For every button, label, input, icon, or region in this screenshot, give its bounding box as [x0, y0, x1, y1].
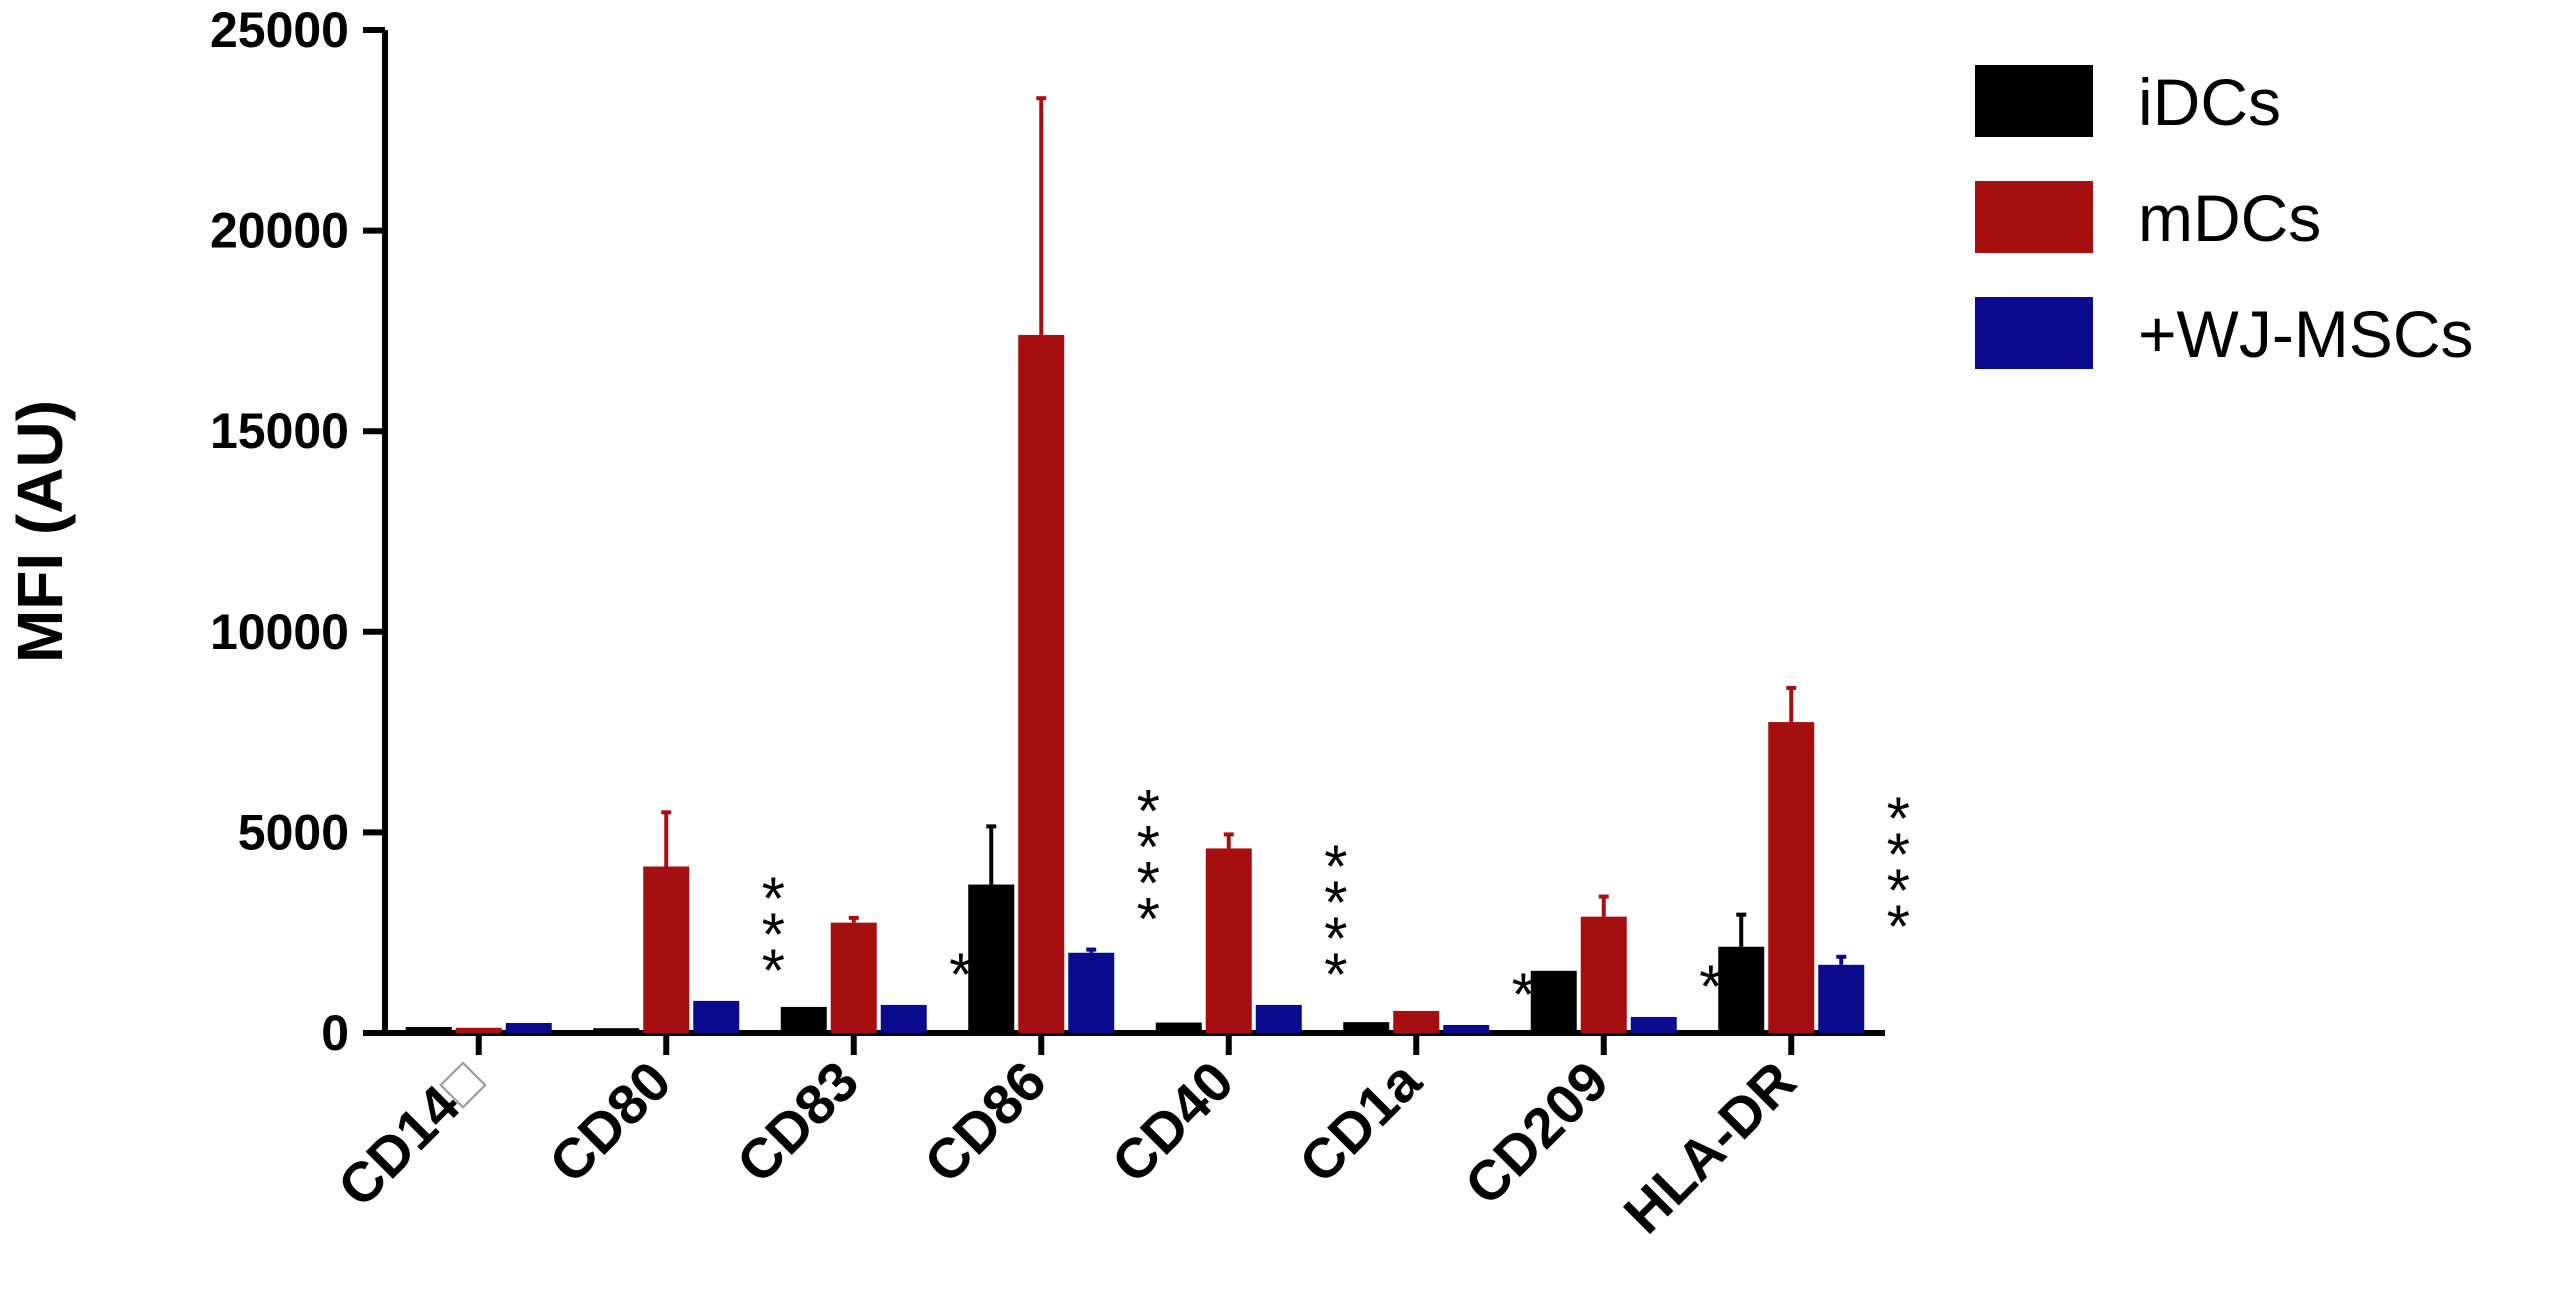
bar-wjmscs-cd209	[1630, 1016, 1677, 1033]
y-tick-label: 20000	[210, 203, 349, 259]
legend-swatch-mdcs	[1975, 181, 2093, 253]
bar-wjmscs-cd40	[1255, 1004, 1302, 1033]
significance-label-hla-dr: * * * *	[1887, 785, 1910, 960]
x-category-text: HLA-DR	[1611, 1049, 1807, 1245]
legend-swatch-idcs	[1975, 65, 2093, 137]
significance-label-cd86: * * * *	[1137, 778, 1160, 953]
x-category-text: CD1a	[1287, 1048, 1433, 1194]
x-category-text: CD209	[1452, 1049, 1620, 1217]
bar-wjmscs-cd83	[880, 1004, 927, 1033]
bar-wjmscs-cd1a	[1443, 1024, 1490, 1033]
y-tick-label: 5000	[238, 804, 349, 860]
x-category-label-cd1a: CD1a	[1287, 1048, 1433, 1194]
x-category-label-cd40: CD40	[1099, 1049, 1245, 1195]
bar-idcs-cd209	[1530, 970, 1577, 1033]
bar-mdcs-cd80	[643, 866, 690, 1033]
x-category-label-cd14: CD14□	[326, 1049, 496, 1219]
bar-mdcs-hla-dr	[1768, 722, 1815, 1033]
significance-label-cd83: *	[949, 941, 972, 1008]
y-tick-label: 0	[321, 1005, 349, 1061]
bar-idcs-hla-dr	[1718, 946, 1765, 1033]
legend-label-wjmscs: +WJ-MSCs	[2138, 297, 2473, 371]
y-tick-label: 15000	[210, 403, 349, 459]
significance-label-cd40: * * * *	[1324, 833, 1347, 1008]
x-category-label-cd80: CD80	[537, 1049, 683, 1195]
bar-wjmscs-hla-dr	[1818, 964, 1865, 1033]
bar-mdcs-cd86	[1018, 334, 1065, 1033]
bar-mdcs-cd14	[455, 1027, 502, 1033]
bar-wjmscs-cd86	[1068, 952, 1115, 1033]
bar-mdcs-cd1a	[1393, 1010, 1440, 1033]
x-category-label-cd86: CD86	[912, 1049, 1058, 1195]
bar-mdcs-cd209	[1580, 916, 1627, 1033]
labels: CD14□ * * * CD80 * CD83 * * * * CD86 * * * * CD40 * CD1a * C…	[326, 778, 1910, 1246]
x-category-text: CD40	[1099, 1049, 1245, 1195]
legend-swatch-wjmscs	[1975, 297, 2093, 369]
bar-wjmscs-cd80	[693, 1000, 740, 1033]
bar-idcs-cd86	[968, 884, 1015, 1033]
bar-idcs-cd14	[405, 1026, 452, 1033]
legend-label-mdcs: mDCs	[2138, 181, 2321, 255]
y-tick-label: 25000	[210, 2, 349, 58]
bar-idcs-cd40	[1155, 1022, 1202, 1033]
bar-mdcs-cd83	[830, 922, 877, 1033]
bar-idcs-cd80	[593, 1028, 640, 1033]
significance-label-cd80: * * *	[762, 865, 785, 1004]
significance-label-cd209: *	[1699, 953, 1722, 1020]
x-category-text: CD83	[724, 1049, 870, 1195]
x-category-label-cd209: CD209	[1452, 1049, 1620, 1217]
x-category-label-hla-dr: HLA-DR	[1611, 1049, 1807, 1245]
bar-mdcs-cd40	[1205, 848, 1252, 1033]
bar-idcs-cd83	[780, 1006, 827, 1033]
y-axis-title: MFI (AU)	[4, 400, 76, 663]
bar-idcs-cd1a	[1343, 1022, 1390, 1033]
x-category-text: CD80	[537, 1049, 683, 1195]
x-category-text: CD86	[912, 1049, 1058, 1195]
axes: 0 5000 10000 15000 20000 25000 MFI (AU)	[4, 2, 1885, 1061]
bars	[405, 96, 1865, 1033]
significance-label-cd1a: *	[1512, 961, 1535, 1028]
legend-label-idcs: iDCs	[2138, 65, 2281, 139]
y-tick-label: 10000	[210, 604, 349, 660]
legend: iDCs mDCs +WJ-MSCs	[1975, 65, 2473, 371]
x-category-label-cd83: CD83	[724, 1049, 870, 1195]
bar-wjmscs-cd14	[505, 1022, 552, 1033]
